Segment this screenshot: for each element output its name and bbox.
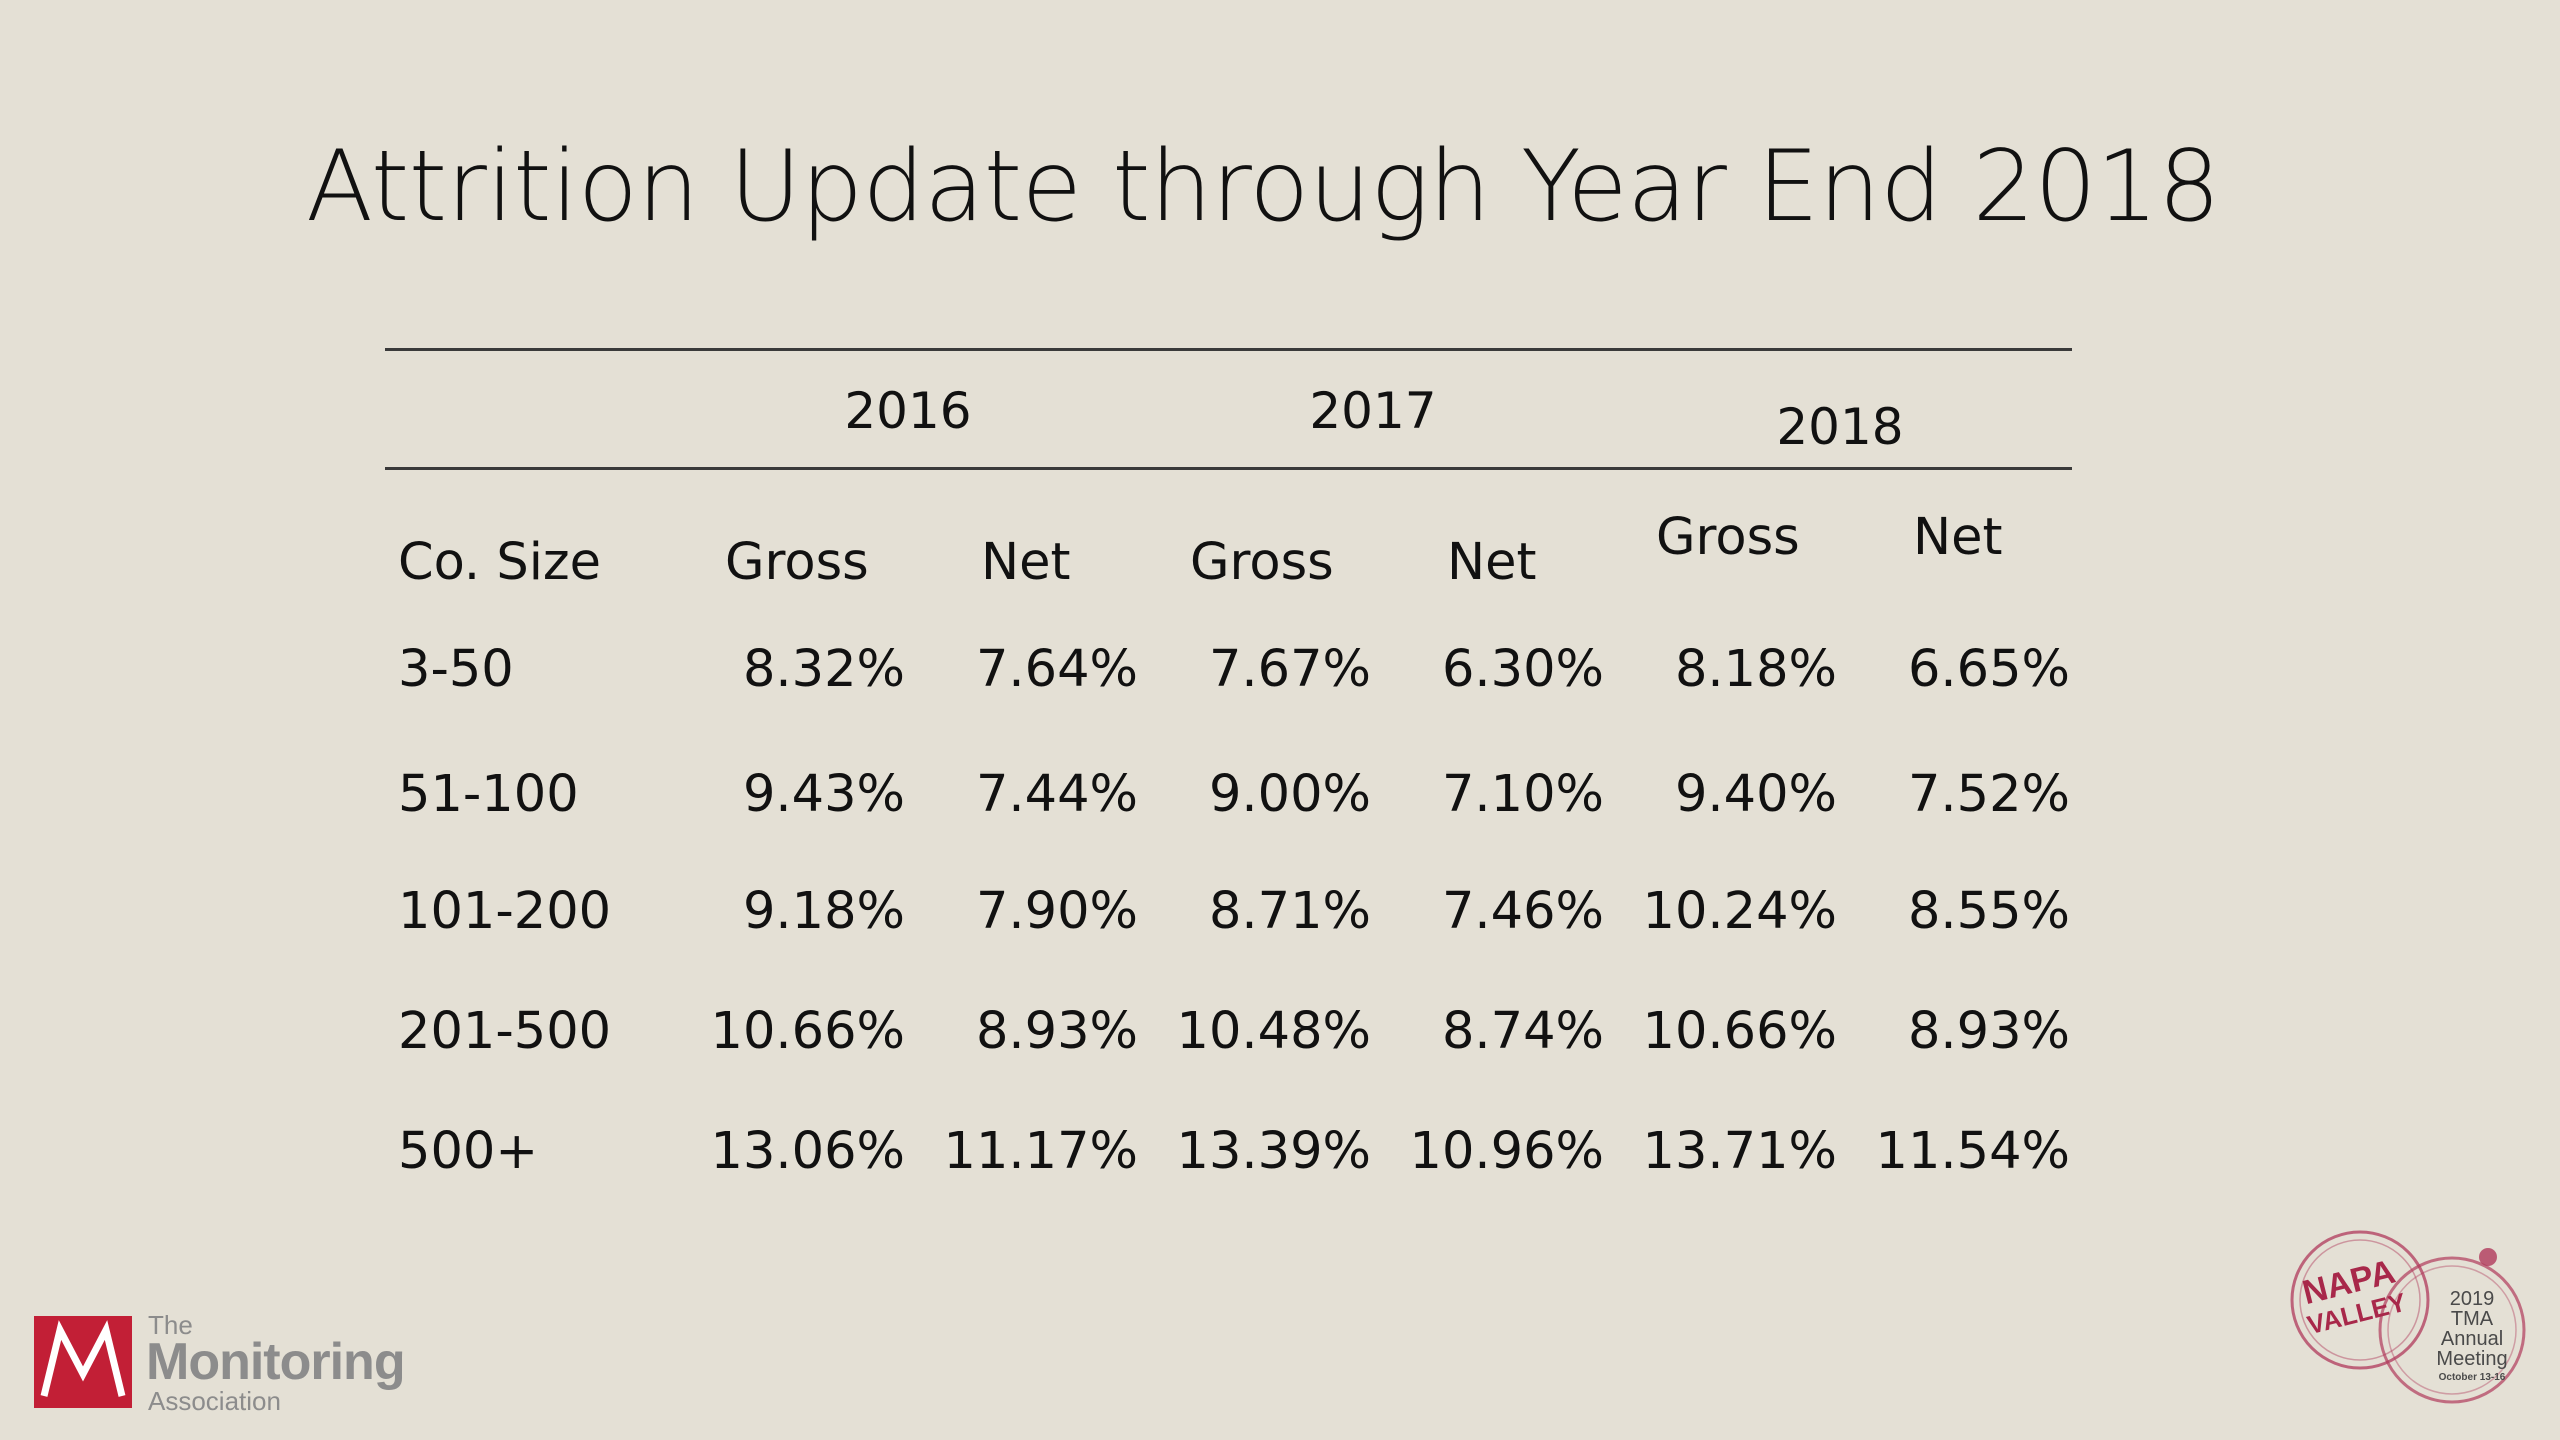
col-header-2018-net: Net [1913,508,2003,567]
cell-2016-gross: 8.32% [742,640,905,699]
cell-2018-gross: 8.18% [1674,640,1837,699]
cell-2017-net: 8.74% [1441,1002,1604,1061]
cell-2016-gross: 9.18% [742,882,905,941]
cell-2016-net: 7.44% [975,765,1138,824]
cell-2017-gross: 13.39% [1176,1122,1371,1181]
monitoring-association-logo: The Monitoring Association [34,1310,406,1416]
cell-2018-net: 6.65% [1907,640,2070,699]
year-header-2017: 2017 [1309,382,1437,440]
table-header-rule [385,467,2072,470]
year-header-2018: 2018 [1776,398,1904,456]
cell-2017-gross: 7.67% [1208,640,1371,699]
cell-2018-net: 8.55% [1907,882,2070,941]
cell-2018-gross: 13.71% [1642,1122,1837,1181]
stamp-text-dates: October 13-16 [2439,1372,2506,1383]
cell-2016-net: 8.93% [975,1002,1138,1061]
col-header-2016-gross: Gross [725,533,869,592]
cell-2018-gross: 10.24% [1642,882,1837,941]
col-header-2018-gross: Gross [1656,508,1800,567]
cell-2017-gross: 8.71% [1208,882,1371,941]
logo-text-association: Association [148,1386,281,1416]
logo-text-monitoring: Monitoring [146,1333,406,1391]
row-label: 51-100 [398,765,579,824]
col-header-2016-net: Net [981,533,1071,592]
cell-2016-gross: 9.43% [742,765,905,824]
cell-2017-net: 6.30% [1441,640,1604,699]
cell-2018-gross: 9.40% [1674,765,1837,824]
cell-2017-gross: 9.00% [1208,765,1371,824]
col-header-2017-gross: Gross [1190,533,1334,592]
tma-m-logo-icon [34,1316,132,1408]
row-label: 101-200 [398,882,612,941]
cell-2017-net: 10.96% [1409,1122,1604,1181]
table-top-rule [385,348,2072,351]
cell-2016-net: 7.90% [975,882,1138,941]
col-header-co-size: Co. Size [398,533,602,592]
cell-2016-net: 7.64% [975,640,1138,699]
cell-2017-net: 7.46% [1441,882,1604,941]
row-label: 3-50 [398,640,514,699]
row-label: 500+ [398,1122,539,1181]
cell-2018-net: 11.54% [1875,1122,2070,1181]
stamp-text-meeting: Meeting [2436,1348,2507,1370]
cell-2017-gross: 10.48% [1176,1002,1371,1061]
cell-2018-net: 8.93% [1907,1002,2070,1061]
cell-2016-net: 11.17% [943,1122,1138,1181]
slide-title: Attrition Update through Year End 2018 [306,130,2220,244]
row-label: 201-500 [398,1002,612,1061]
stamp-text-year: 2019 [2450,1288,2495,1310]
logo-text-the: The [148,1310,193,1340]
year-header-2016: 2016 [844,382,972,440]
cell-2017-net: 7.10% [1441,765,1604,824]
stamp-text-org: TMA [2451,1308,2494,1330]
cell-2018-gross: 10.66% [1642,1002,1837,1061]
napa-valley-meeting-stamp: NAPA VALLEY 2019 TMA Annual Meeting Octo… [2282,1205,2532,1415]
cell-2018-net: 7.52% [1907,765,2070,824]
cell-2016-gross: 13.06% [710,1122,905,1181]
cell-2016-gross: 10.66% [710,1002,905,1061]
stamp-text-annual: Annual [2441,1328,2503,1350]
col-header-2017-net: Net [1447,533,1537,592]
